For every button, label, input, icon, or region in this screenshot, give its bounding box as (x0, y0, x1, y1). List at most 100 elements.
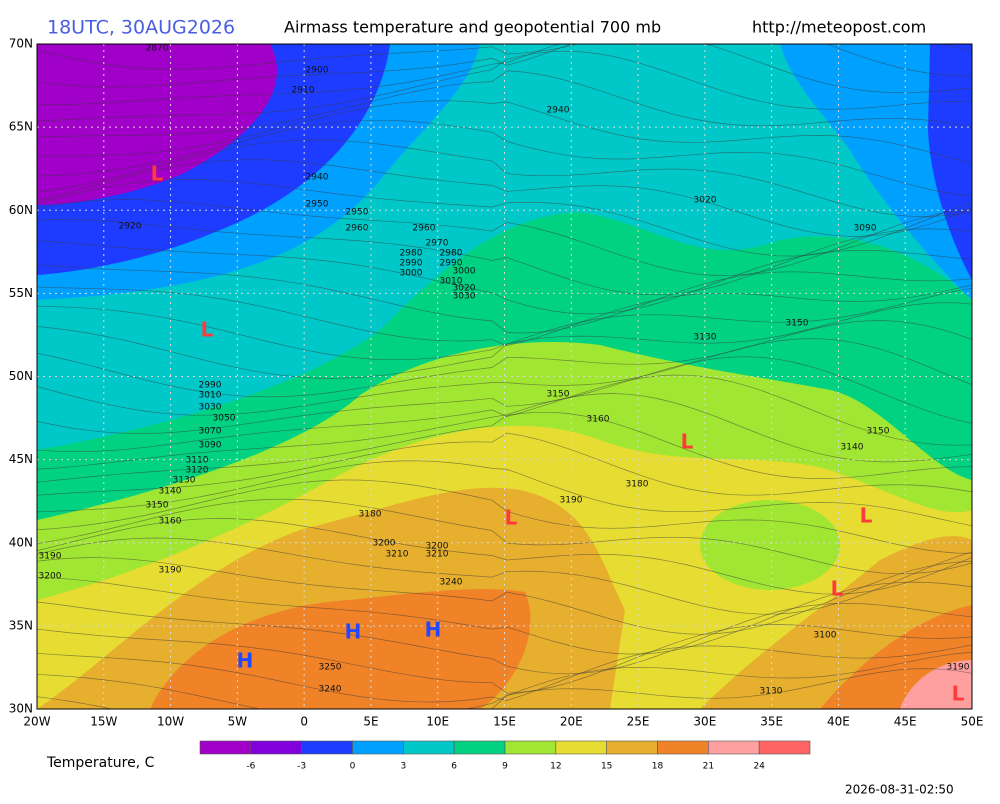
contour-line (37, 44, 972, 70)
contour-label: 3030 (199, 403, 222, 413)
pressure-center: H (237, 649, 254, 673)
colorbar-box (555, 740, 607, 755)
contour-line (37, 374, 972, 453)
contour-label: 3240 (440, 578, 463, 588)
contour-label: 3180 (626, 480, 649, 490)
colorbar-label: 12 (550, 762, 561, 772)
lat-label: 60N (9, 203, 33, 217)
colorbar-box (403, 740, 455, 755)
contour-line (37, 264, 972, 334)
contour-label: 3020 (453, 284, 476, 294)
contour-line (37, 219, 972, 296)
contour-line (37, 557, 972, 635)
colorbar-box (708, 740, 760, 755)
contour-label: 3210 (426, 550, 449, 560)
contour-label: 2950 (306, 200, 329, 210)
contour-label: 3130 (173, 476, 196, 486)
contour-line (37, 50, 972, 122)
contour-label: 3140 (159, 487, 182, 497)
contour-label: 3120 (186, 466, 209, 476)
colorbar-box (657, 740, 709, 755)
pressure-center: L (952, 682, 965, 706)
lon-label: 5E (363, 715, 378, 729)
contour-label: 3210 (386, 550, 409, 560)
contour-label: 3150 (146, 501, 169, 511)
pressure-center: L (831, 577, 844, 601)
contour-label: 2990 (199, 381, 222, 391)
pressure-center: H (425, 618, 442, 642)
colorbar-label: 21 (703, 762, 714, 772)
colorbar-label: 15 (601, 762, 612, 772)
lon-label: 10E (426, 715, 449, 729)
colorbar-label: 0 (350, 762, 356, 772)
contour-line (37, 199, 972, 276)
contour-line (37, 411, 972, 483)
field-pink (900, 660, 972, 709)
contour-label: 3130 (694, 333, 717, 343)
contour-label: 2900 (306, 66, 329, 76)
contour-label: 3190 (947, 663, 970, 673)
field-yellowgreen (700, 500, 840, 590)
contour-label: 3200 (426, 542, 449, 552)
pressure-center: L (201, 318, 214, 342)
contour-label: 3250 (319, 663, 342, 673)
contour-line (37, 338, 972, 416)
contour-label: 2950 (346, 208, 369, 218)
contour-label: 3140 (841, 443, 864, 453)
contour-line (37, 179, 972, 257)
map-labels: 20W 15W 10W 5W 0 5E 10E 15E 20E 25E 30E 35E 40E 45E 50… (9, 37, 984, 729)
contour-line (37, 320, 972, 398)
colorbar-label: 24 (753, 762, 765, 772)
lon-label: 50E (961, 715, 984, 729)
field-lightblue (780, 44, 972, 300)
colorbar-box (453, 740, 506, 755)
contour-label: 3010 (440, 277, 463, 287)
contour-line (37, 460, 972, 527)
pressure-center: L (860, 504, 873, 528)
contour-label: 2960 (346, 224, 369, 234)
lon-label: 0 (300, 715, 308, 729)
contour-label: 2980 (400, 249, 423, 259)
contour-label: 3050 (213, 414, 236, 424)
contour-line (37, 284, 972, 346)
contour-line (37, 644, 972, 703)
contour-label: 3070 (199, 427, 222, 437)
contour-line (37, 668, 972, 709)
contour-label: 3030 (453, 292, 476, 302)
contour-label: 3000 (400, 269, 423, 279)
lat-label: 35N (9, 618, 33, 632)
contour-label: 2940 (547, 106, 570, 116)
contour-line (37, 119, 972, 197)
contour-label: 3090 (199, 441, 222, 451)
contour-label: 2910 (292, 86, 315, 96)
colorbar-label: 18 (652, 762, 664, 772)
colorbar-box (758, 740, 811, 755)
contour-label: 2940 (306, 173, 329, 183)
map-frame (36, 43, 973, 710)
lon-label: 10W (157, 715, 184, 729)
lon-label: 15W (90, 715, 117, 729)
lat-label: 45N (9, 452, 33, 466)
lat-label: 65N (9, 120, 33, 134)
lat-label: 55N (9, 286, 33, 300)
contour-line (37, 302, 972, 379)
contour-line (37, 498, 972, 575)
colorbar-label: 6 (451, 762, 457, 772)
lat-label: 70N (9, 37, 33, 51)
contour-line (37, 139, 972, 217)
contour-line (37, 518, 972, 595)
legend-title: Temperature, C (46, 755, 155, 771)
colorbar-label: 9 (502, 762, 508, 772)
lon-label: 20E (560, 715, 583, 729)
colorbar-box (606, 740, 658, 755)
contour-line (37, 44, 972, 88)
pressure-center: L (681, 430, 694, 454)
contour-line (37, 393, 972, 470)
contour-label: 3150 (867, 427, 890, 437)
contour-line (37, 70, 972, 138)
contour-label: 2960 (413, 224, 436, 234)
contour-label: 3020 (694, 196, 717, 206)
contour-label: 3160 (587, 415, 610, 425)
legend: Temperature, C -6 -3 0 3 6 9 12 15 18 21 24 (46, 740, 811, 772)
